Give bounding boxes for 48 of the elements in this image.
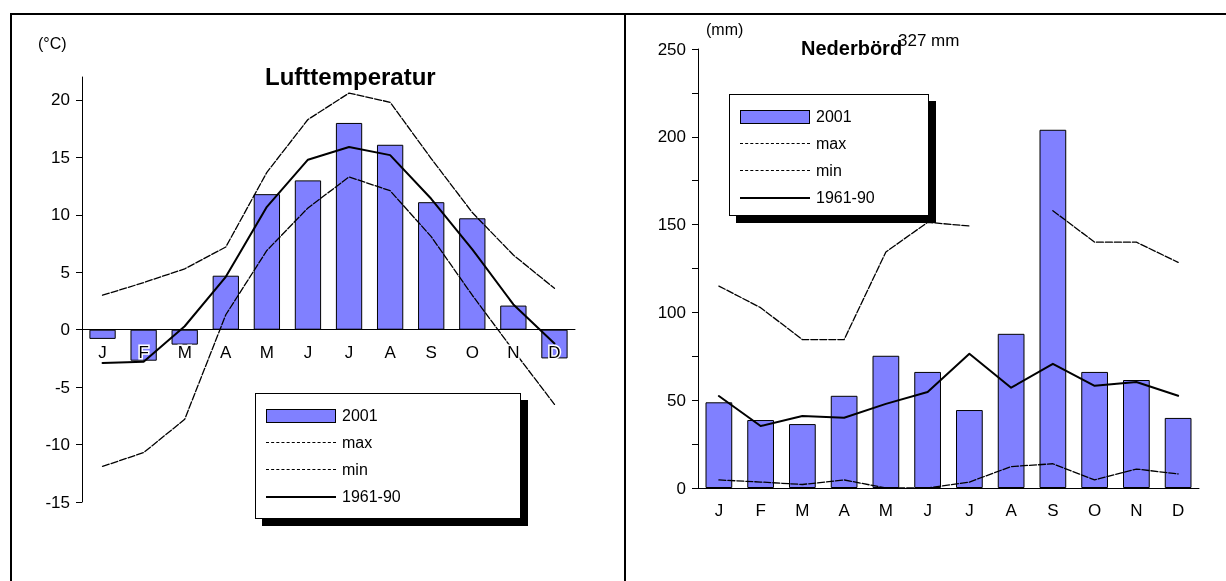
chart-title: Lufttemperatur: [265, 62, 436, 90]
y-tick-label: 0: [60, 320, 70, 340]
y-axis-title: (mm): [706, 20, 744, 38]
x-tick-label: N: [1130, 501, 1143, 520]
y-tick-label: 150: [657, 215, 686, 235]
y-axis-title: (°C): [38, 34, 67, 52]
x-tick-label: F: [138, 342, 149, 362]
legend-label: 1961-90: [816, 188, 875, 207]
x-tick-label: J: [714, 501, 724, 520]
y-tick-label: 5: [60, 262, 70, 282]
y-tick-label: 250: [657, 39, 686, 59]
y-tick-label: -5: [54, 377, 70, 397]
x-tick-label: M: [878, 501, 893, 520]
x-tick-label: J: [98, 342, 107, 362]
y-tick-label: -10: [45, 435, 70, 455]
x-tick-label: J: [344, 342, 354, 362]
x-tick-label: J: [965, 501, 974, 520]
y-tick-label: 0: [676, 478, 686, 498]
x-tick-label: D: [548, 342, 561, 362]
y-tick-label: 50: [667, 390, 686, 410]
x-tick-label: A: [1005, 501, 1018, 520]
y-tick-label: 200: [657, 127, 686, 147]
legend-label: 2001: [342, 406, 378, 425]
x-tick-label: O: [465, 342, 479, 362]
x-tick-label: S: [1047, 501, 1059, 520]
x-tick-label: S: [425, 342, 437, 362]
y-tick-label: 20: [51, 90, 70, 110]
x-tick-label: D: [1171, 501, 1185, 520]
legend-label: 2001: [816, 107, 852, 126]
x-tick-label: M: [795, 501, 810, 520]
legend-label: min: [342, 460, 368, 479]
x-tick-label: A: [384, 342, 397, 362]
x-tick-label: M: [177, 342, 192, 362]
x-tick-label: J: [923, 501, 932, 520]
y-tick-label: -15: [45, 492, 70, 512]
x-tick-label: F: [755, 501, 766, 520]
x-tick-label: A: [220, 342, 233, 362]
y-tick-label: 10: [51, 205, 70, 225]
y-tick-label: 100: [657, 302, 686, 322]
x-tick-label: J: [303, 342, 313, 362]
x-tick-label: M: [259, 342, 274, 362]
legend-label: 1961-90: [342, 487, 401, 506]
x-tick-label: A: [838, 501, 851, 520]
y-tick-label: 15: [51, 147, 70, 167]
legend-label: min: [816, 161, 842, 180]
legend-label: max: [342, 433, 373, 452]
x-tick-label: O: [1088, 501, 1102, 520]
legend-label: max: [816, 134, 847, 153]
